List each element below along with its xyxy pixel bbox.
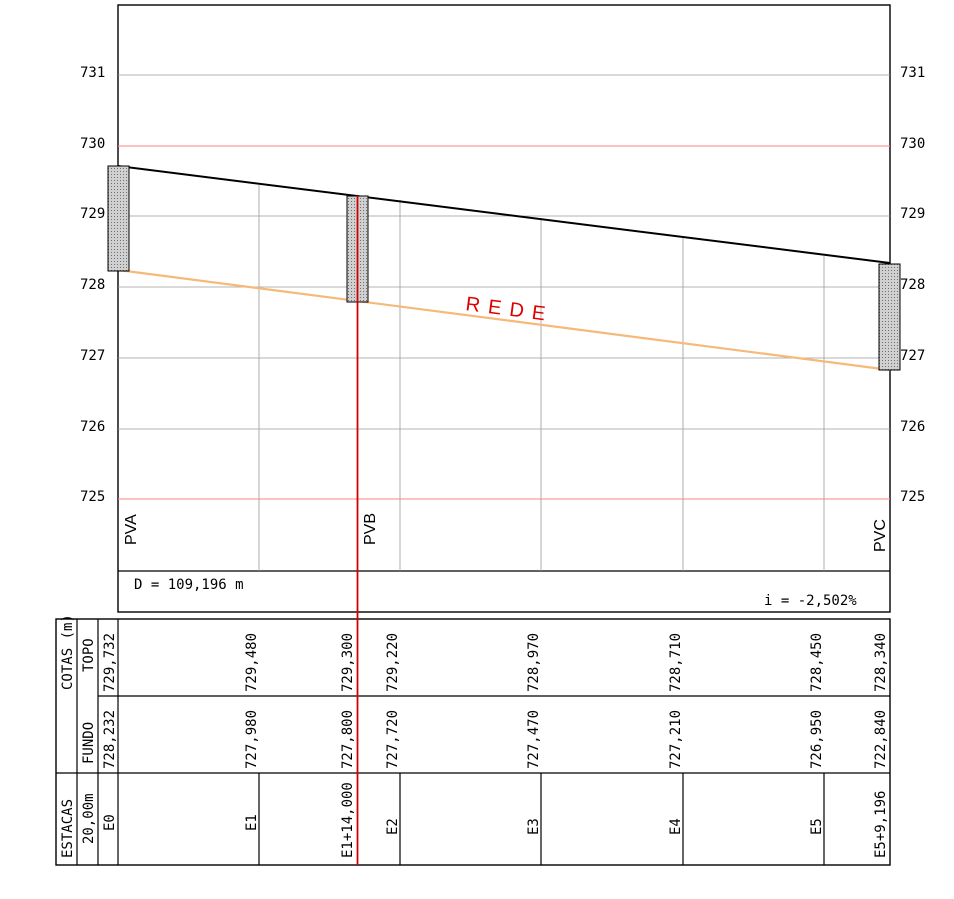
topo-values: 729,732 729,480 729,300 729,220 728,970 … — [102, 633, 889, 692]
profile-frame — [117, 4, 891, 613]
level-label-left-729: 729 — [80, 206, 105, 222]
estaca-value: E0 — [102, 814, 118, 831]
topo-value: 728,450 — [809, 633, 825, 692]
estaca-value: E1 — [244, 814, 260, 831]
estaca-value: E4 — [668, 818, 684, 835]
estaca-value: E5+9,196 — [873, 791, 889, 858]
fundo-value: 727,800 — [340, 710, 356, 769]
header-fundo: FUNDO — [81, 722, 97, 764]
level-label-right-730: 730 — [900, 136, 925, 152]
topo-value: 728,710 — [668, 633, 684, 692]
level-label-right-726: 726 — [900, 419, 925, 435]
level-label-right-729: 729 — [900, 206, 925, 222]
topo-value: 729,480 — [244, 633, 260, 692]
topo-value: 729,300 — [340, 633, 356, 692]
level-label-left-730: 730 — [80, 136, 105, 152]
fundo-value: 727,720 — [385, 710, 401, 769]
estaca-value: E2 — [385, 818, 401, 835]
level-grid — [118, 74, 890, 500]
manhole-label-pva: PVA — [123, 514, 140, 545]
level-label-right-725: 725 — [900, 489, 925, 505]
level-label-left-727: 727 — [80, 348, 105, 364]
estaca-value: E3 — [526, 818, 542, 835]
distance-label: D = 109,196 m — [134, 577, 244, 593]
fundo-value: 728,232 — [102, 710, 118, 769]
header-interval: 20,00m — [81, 793, 97, 844]
manhole-pvc — [878, 263, 901, 371]
header-topo: TOPO — [81, 638, 97, 672]
slope-label: i = -2,502% — [764, 593, 857, 609]
fundo-value: 727,210 — [668, 710, 684, 769]
topo-value: 729,220 — [385, 633, 401, 692]
topo-value: 728,970 — [526, 633, 542, 692]
network-pipe-line — [117, 268, 891, 372]
terrain-line — [117, 165, 891, 264]
manhole-label-pvb: PVB — [362, 513, 379, 545]
fundo-value: 722,840 — [873, 710, 889, 769]
level-label-left-726: 726 — [80, 419, 105, 435]
level-label-left-728: 728 — [80, 277, 105, 293]
level-labels-right: 731 730 729 728 727 726 725 — [900, 65, 925, 505]
fundo-value: 726,950 — [809, 710, 825, 769]
header-estacas: ESTACAS — [60, 799, 76, 858]
fundo-value: 727,980 — [244, 710, 260, 769]
level-label-right-727: 727 — [900, 348, 925, 364]
level-label-right-728: 728 — [900, 277, 925, 293]
estacas-values: E0 E1 E1+14,000 E2 E3 E4 E5 E5+9,196 — [102, 782, 889, 858]
topo-value: 729,732 — [102, 633, 118, 692]
estaca-value: E5 — [809, 818, 825, 835]
fundo-value: 727,470 — [526, 710, 542, 769]
level-labels-left: 731 730 729 728 727 726 725 — [80, 65, 105, 505]
manhole-pva — [107, 165, 130, 272]
header-cotas: COTAS (m) — [60, 614, 76, 690]
data-table-grid — [55, 618, 891, 866]
level-label-left-725: 725 — [80, 489, 105, 505]
fundo-values: 728,232 727,980 727,800 727,720 727,470 … — [102, 710, 889, 769]
estaca-value: E1+14,000 — [340, 782, 356, 858]
manhole-label-pvc: PVC — [872, 519, 889, 552]
station-grid — [258, 185, 825, 571]
level-label-right-731: 731 — [900, 65, 925, 81]
topo-value: 728,340 — [873, 633, 889, 692]
level-label-left-731: 731 — [80, 65, 105, 81]
